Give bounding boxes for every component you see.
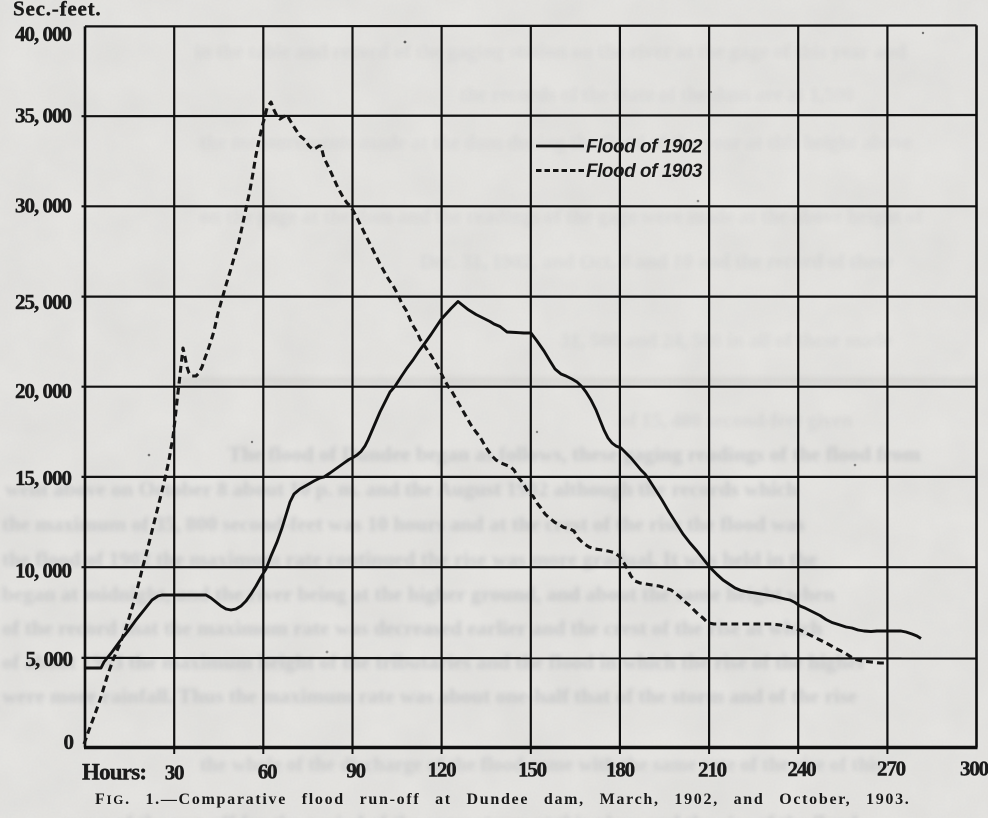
svg-text:10, 000: 10, 000 <box>15 559 72 583</box>
svg-text:curve of the run-off for the p: curve of the run-off for the period of t… <box>60 811 858 818</box>
svg-text:of the record that the maximum: of the record that the maximum rate was … <box>2 616 823 640</box>
svg-text:were more rainfall. Thus the m: were more rainfall. Thus the maximum rat… <box>2 684 857 708</box>
svg-text:270: 270 <box>877 757 906 781</box>
svg-text:of 15, 400 second-feet given: of 15, 400 second-feet given <box>620 410 853 432</box>
svg-text:in the table and record of the: in the table and record of the gaging st… <box>195 41 906 63</box>
svg-text:the maximum of 35, 800 second-: the maximum of 35, 800 second-feet was 1… <box>2 512 805 536</box>
svg-text:300: 300 <box>960 757 988 781</box>
svg-text:15, 000: 15, 000 <box>15 466 72 490</box>
svg-text:31, 500 and 24, 500 in all of: 31, 500 and 24, 500 in all of these made <box>560 330 892 352</box>
svg-text:180: 180 <box>606 758 635 782</box>
svg-text:60: 60 <box>258 760 277 784</box>
svg-text:Flood of 1902: Flood of 1902 <box>586 137 703 158</box>
svg-text:0: 0 <box>64 730 74 754</box>
svg-text:30, 000: 30, 000 <box>15 194 72 218</box>
svg-text:150: 150 <box>518 758 547 782</box>
svg-text:The flood of Dundee began as f: The flood of Dundee began as follows, th… <box>228 442 921 466</box>
svg-text:25, 000: 25, 000 <box>15 290 72 314</box>
svg-text:5, 000: 5, 000 <box>26 647 73 671</box>
svg-text:240: 240 <box>788 757 817 781</box>
svg-text:120: 120 <box>428 758 457 782</box>
svg-text:90: 90 <box>346 759 365 783</box>
svg-text:on the gage at the dam and the: on the gage at the dam and the readings … <box>200 206 923 228</box>
svg-text:210: 210 <box>698 758 727 782</box>
svg-text:30: 30 <box>165 761 184 785</box>
svg-text:FIG. 1.—Comparative flood run-: FIG. 1.—Comparative flood run-off at Dun… <box>95 791 911 808</box>
svg-text:of about 1903 the maximum heig: of about 1903 the maximum height of the … <box>2 650 867 674</box>
svg-text:Dec. 31, 1902, and Oct. 8 and: Dec. 31, 1902, and Oct. 8 and 10 and the… <box>420 251 893 273</box>
svg-text:Hours:: Hours: <box>82 760 146 785</box>
svg-text:Sec.-feet.: Sec.-feet. <box>13 0 101 21</box>
svg-text:began at midnight, and the riv: began at midnight, and the river being a… <box>2 582 835 606</box>
svg-text:the measurements made at the d: the measurements made at the dam during … <box>200 132 912 154</box>
svg-text:35, 000: 35, 000 <box>15 104 72 128</box>
svg-text:went above on October 8 about: went above on October 8 about 10 p. m. a… <box>5 477 798 501</box>
svg-text:the whole of the discharge of: the whole of the discharge of the flood … <box>200 754 883 776</box>
svg-text:Flood of 1903: Flood of 1903 <box>586 161 703 182</box>
svg-text:40, 000: 40, 000 <box>15 22 72 46</box>
svg-text:the records of the state of th: the records of the state of the dam are … <box>460 84 854 106</box>
svg-text:20, 000: 20, 000 <box>15 379 72 403</box>
